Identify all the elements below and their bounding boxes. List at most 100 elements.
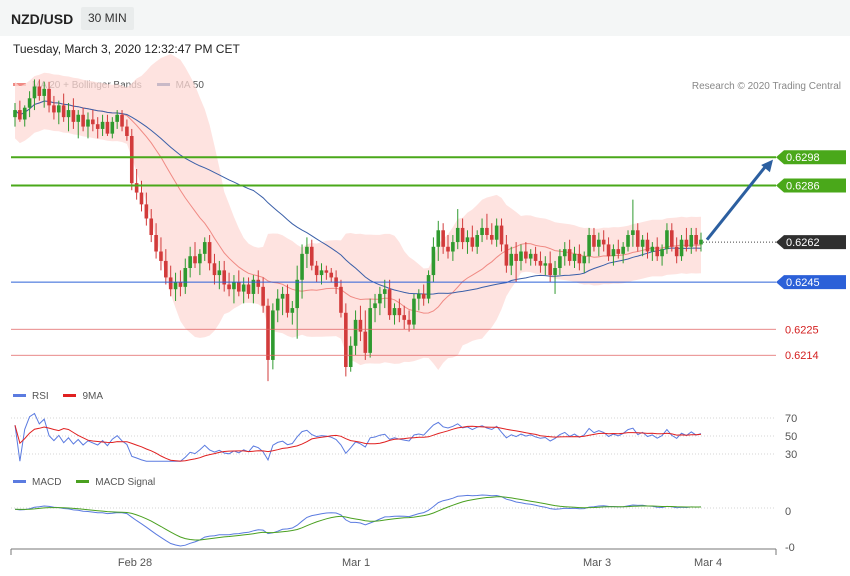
candle (358, 319, 363, 332)
candle (446, 246, 450, 252)
support-level-tag (776, 275, 846, 290)
bollinger-band-area (15, 53, 701, 371)
candle (91, 119, 95, 125)
chart-header: NZD/USD 30 MIN (0, 0, 850, 36)
candle (241, 284, 246, 292)
candle (22, 107, 27, 120)
candle (227, 284, 231, 290)
candle (373, 303, 377, 309)
candle (256, 279, 261, 287)
candle (694, 235, 698, 245)
candle (154, 235, 158, 252)
candle (100, 121, 105, 129)
rsi-swatch (13, 393, 26, 397)
candle (519, 251, 523, 261)
candle (27, 98, 32, 108)
resistance-level-tag (776, 150, 846, 165)
candle (611, 249, 616, 257)
candle (499, 225, 504, 245)
candle (640, 239, 645, 247)
candle (378, 293, 382, 304)
x-tick-label: Mar 1 (342, 557, 370, 569)
candle (407, 319, 411, 325)
candle (402, 315, 407, 320)
candle (222, 270, 227, 285)
candle (271, 310, 275, 360)
candle (572, 253, 577, 261)
candle (558, 256, 562, 268)
macd-level-label: 0 (785, 506, 791, 518)
candle (353, 319, 358, 346)
candle (543, 263, 548, 266)
ma20-swatch (13, 82, 26, 86)
candle (699, 239, 703, 245)
ma50-line (14, 100, 702, 295)
macd-signal-swatch (76, 479, 90, 483)
resistance-level-label: 0.6298 (786, 152, 820, 164)
candle (562, 249, 567, 257)
candle (125, 126, 129, 136)
candle (455, 227, 460, 243)
candle (494, 225, 499, 240)
credit-text: Research © 2020 Trading Central (691, 81, 841, 92)
candle (509, 253, 514, 266)
candle (95, 124, 100, 129)
candle (592, 235, 596, 247)
candle (480, 227, 484, 235)
candle (115, 114, 119, 122)
candle (217, 270, 222, 276)
candle (597, 239, 601, 247)
rsi-level-label: 50 (785, 431, 797, 443)
candle (71, 110, 76, 122)
candle (144, 204, 149, 219)
candle (514, 253, 518, 261)
candle (52, 105, 56, 113)
candle (538, 260, 543, 266)
candle (246, 284, 251, 294)
current-price-label: 0.6262 (786, 237, 820, 249)
candle (178, 282, 183, 287)
candle (42, 88, 46, 96)
macd-level-label: -0 (785, 542, 795, 554)
candle (674, 246, 679, 257)
candle (679, 239, 684, 257)
candle (689, 235, 694, 247)
candle (183, 268, 188, 287)
candle (460, 227, 465, 243)
candle (368, 308, 372, 353)
candle (76, 114, 81, 122)
rsi-level-label: 30 (785, 449, 797, 461)
timeframe-badge[interactable]: 30 MIN (81, 7, 134, 30)
candle (193, 256, 197, 264)
candle (451, 242, 455, 252)
candle (285, 293, 290, 313)
candle (300, 253, 304, 280)
candle (650, 246, 655, 252)
candle (173, 282, 178, 290)
candle (670, 230, 674, 247)
candle (504, 244, 509, 266)
candle (329, 272, 334, 278)
support-level-label: 0.6245 (786, 277, 820, 289)
candle (392, 308, 397, 316)
candle (436, 230, 441, 247)
candle (66, 110, 71, 118)
candle (37, 86, 42, 96)
candle (635, 230, 640, 247)
candle (32, 86, 37, 99)
macd-legend-label: MACD (32, 477, 62, 488)
candle (47, 88, 51, 106)
rsi-9ma-swatch (63, 393, 77, 397)
candle (660, 249, 664, 257)
macd-signal-line (14, 496, 701, 541)
x-tick-label: Mar 3 (583, 557, 611, 569)
macd-signal-legend-label: MACD Signal (95, 477, 156, 488)
symbol-title: NZD/USD (11, 11, 74, 27)
candle (212, 263, 217, 276)
candle (207, 242, 212, 264)
candle (426, 275, 431, 299)
candle (168, 277, 173, 290)
candles-group (13, 79, 703, 382)
candle (81, 114, 85, 127)
